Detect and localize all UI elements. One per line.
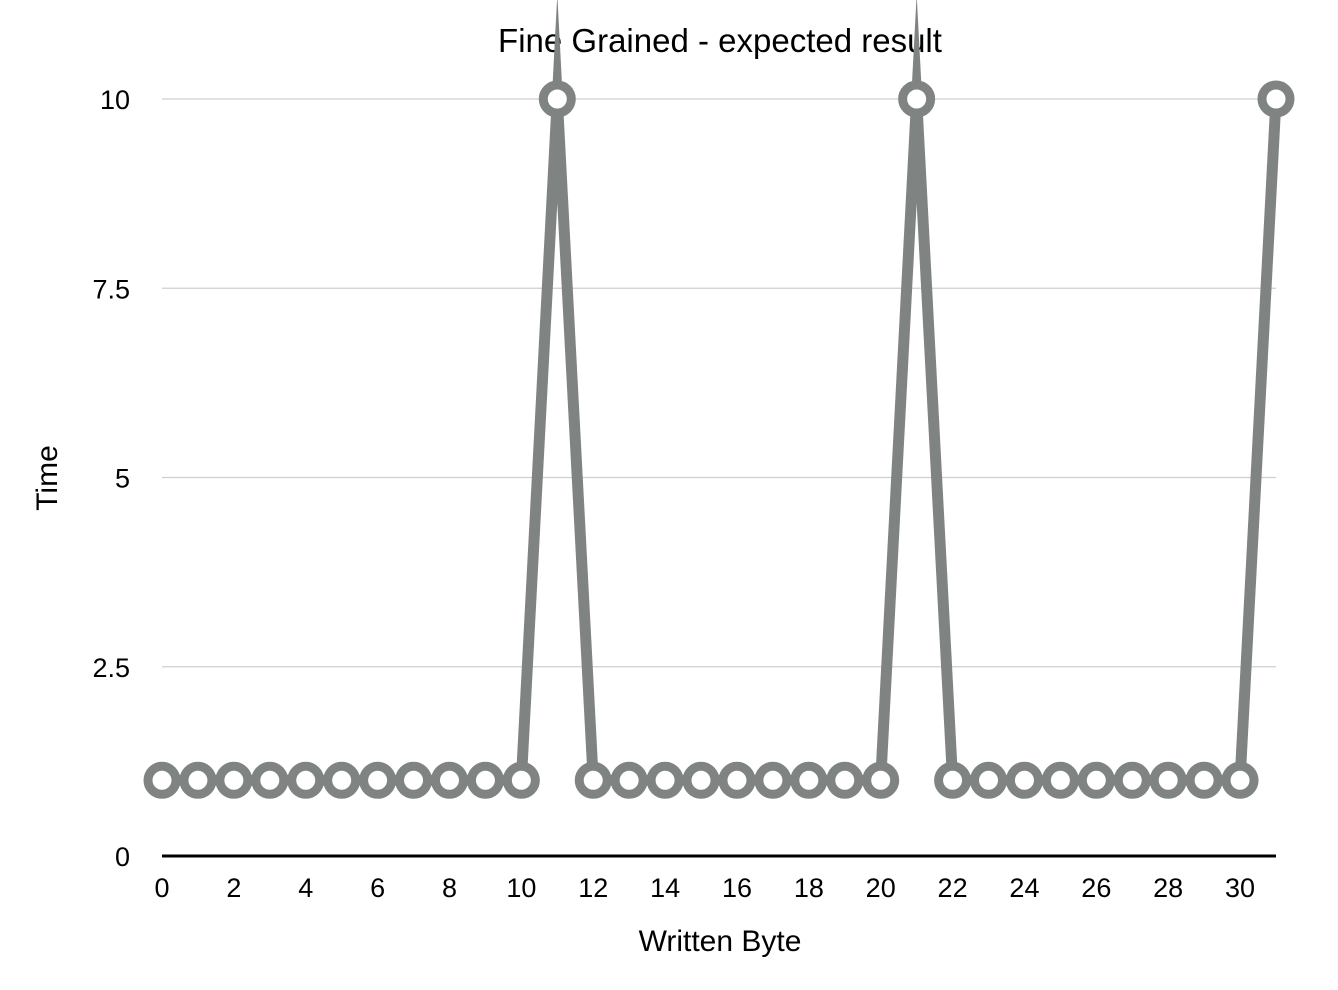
data-point-3 bbox=[251, 761, 289, 799]
data-point-9 bbox=[466, 761, 504, 799]
data-point-0 bbox=[143, 761, 181, 799]
data-point-15 bbox=[682, 761, 720, 799]
data-point-13 bbox=[610, 761, 648, 799]
x-tick-label: 8 bbox=[442, 873, 457, 903]
x-tick-label: 0 bbox=[154, 873, 169, 903]
x-tick-label: 16 bbox=[722, 873, 752, 903]
data-point-28 bbox=[1149, 761, 1187, 799]
data-point-20 bbox=[862, 761, 900, 799]
data-point-31 bbox=[1257, 80, 1295, 118]
data-point-25 bbox=[1041, 761, 1079, 799]
data-point-18 bbox=[790, 761, 828, 799]
x-tick-label: 10 bbox=[506, 873, 536, 903]
data-point-22 bbox=[934, 761, 972, 799]
data-point-21 bbox=[898, 80, 936, 118]
data-point-4 bbox=[287, 761, 325, 799]
y-tick-label: 0 bbox=[115, 842, 130, 872]
x-tick-label: 28 bbox=[1153, 873, 1183, 903]
y-tick-label: 10 bbox=[100, 85, 130, 115]
data-point-24 bbox=[1005, 761, 1043, 799]
x-tick-label: 18 bbox=[794, 873, 824, 903]
data-point-5 bbox=[323, 761, 361, 799]
gridlines bbox=[162, 98, 1276, 668]
data-point-1 bbox=[179, 761, 217, 799]
data-point-23 bbox=[970, 761, 1008, 799]
y-tick-labels: 0 2.5 5 7.5 10 bbox=[92, 85, 130, 872]
data-point-11 bbox=[538, 80, 576, 118]
data-point-10 bbox=[502, 761, 540, 799]
data-point-16 bbox=[718, 761, 756, 799]
data-point-29 bbox=[1185, 761, 1223, 799]
x-tick-label: 24 bbox=[1009, 873, 1039, 903]
x-tick-labels: 0 2 4 6 8 10 12 14 16 18 20 22 24 26 28 30 bbox=[154, 873, 1255, 903]
x-axis-label: Written Byte bbox=[639, 925, 802, 958]
x-tick-label: 4 bbox=[298, 873, 313, 903]
y-tick-label: 7.5 bbox=[92, 274, 130, 304]
data-point-6 bbox=[359, 761, 397, 799]
x-tick-label: 30 bbox=[1225, 873, 1255, 903]
data-point-26 bbox=[1077, 761, 1115, 799]
x-tick-label: 22 bbox=[938, 873, 968, 903]
data-point-17 bbox=[754, 761, 792, 799]
y-tick-label: 2.5 bbox=[92, 653, 130, 683]
data-point-19 bbox=[826, 761, 864, 799]
x-tick-label: 6 bbox=[370, 873, 385, 903]
x-tick-label: 12 bbox=[578, 873, 608, 903]
series-line bbox=[162, 0, 1282, 786]
chart-title: Fine Grained - expected result bbox=[498, 22, 942, 59]
data-point-7 bbox=[395, 761, 433, 799]
y-tick-label: 5 bbox=[115, 464, 130, 494]
data-point-30 bbox=[1221, 761, 1259, 799]
data-points bbox=[143, 80, 1295, 799]
data-point-2 bbox=[215, 761, 253, 799]
data-point-14 bbox=[646, 761, 684, 799]
y-axis-label: Time bbox=[31, 445, 64, 511]
x-tick-label: 26 bbox=[1081, 873, 1111, 903]
x-tick-label: 14 bbox=[650, 873, 680, 903]
data-point-8 bbox=[430, 761, 468, 799]
data-point-12 bbox=[574, 761, 612, 799]
data-point-27 bbox=[1113, 761, 1151, 799]
x-tick-label: 2 bbox=[226, 873, 241, 903]
x-tick-label: 20 bbox=[866, 873, 896, 903]
series-line-0 bbox=[162, 0, 1282, 786]
